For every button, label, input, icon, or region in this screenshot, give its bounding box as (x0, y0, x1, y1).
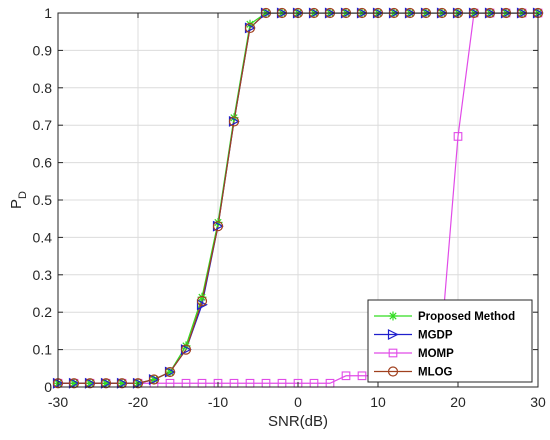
legend-marker (387, 329, 399, 340)
data-point-proposed-method (117, 378, 127, 388)
y-axis-label: PD (8, 191, 29, 209)
y-tick-label: 0.3 (33, 267, 53, 283)
legend-marker (388, 311, 398, 321)
data-point-proposed-method (69, 378, 79, 388)
y-tick-label: 0.5 (33, 192, 53, 208)
y-tick-label: 1 (44, 5, 52, 21)
data-point-mlog (116, 378, 128, 389)
data-point-mlog (212, 221, 224, 232)
data-point-mlog (148, 374, 160, 385)
x-tick-label: -10 (208, 394, 228, 410)
data-point-mlog (180, 344, 192, 355)
data-point-mlog (84, 378, 96, 389)
data-point-mlog (68, 378, 80, 389)
y-tick-label: 0.8 (33, 80, 53, 96)
axis-ticks: -30 -20 -10 0 10 20 30 0 0.1 0.2 0.3 0.4 0.5 0.6 0.7 0.… (33, 5, 546, 410)
data-point-mlog (228, 116, 240, 127)
x-tick-label: 20 (450, 394, 466, 410)
data-point-mlog (244, 22, 256, 34)
y-tick-label: 0.9 (33, 42, 53, 58)
legend-label: MGDP (418, 330, 453, 342)
legend-item: MOMP (374, 348, 454, 360)
legend-label: Proposed Method (418, 311, 515, 323)
legend-item: Proposed Method (374, 311, 515, 323)
data-point-proposed-method (149, 375, 159, 385)
legend-label: MLOG (418, 367, 453, 379)
y-tick-label: 0.7 (33, 117, 53, 133)
data-point-momp (453, 132, 463, 141)
x-tick-label: 0 (294, 394, 302, 410)
data-point-proposed-method (85, 378, 95, 388)
y-tick-label: 0.2 (33, 304, 53, 320)
x-tick-label: -30 (48, 394, 68, 410)
data-point-mgdp (196, 299, 208, 311)
data-point-proposed-method (101, 378, 111, 388)
y-tick-label: 0 (44, 379, 52, 395)
x-axis-label: SNR(dB) (268, 413, 328, 430)
x-tick-label: -20 (128, 394, 148, 410)
legend-marker (388, 348, 398, 358)
data-point-mlog (100, 378, 112, 389)
legend-marker (387, 366, 399, 377)
y-tick-label: 0.4 (33, 229, 53, 245)
y-axis-label-main: P (8, 199, 25, 209)
data-point-momp (357, 371, 367, 381)
legend-item: MGDP (374, 329, 453, 342)
legend-label: MOMP (418, 348, 454, 360)
y-tick-label: 0.1 (33, 342, 53, 358)
legend: Proposed Method MGDP MOMP MLOG (367, 299, 533, 383)
y-axis-label-subscript: D (17, 191, 29, 199)
data-point-mlog (132, 378, 144, 389)
x-tick-label: 10 (370, 394, 386, 410)
x-tick-label: 30 (530, 394, 546, 410)
data-point-proposed-method (165, 367, 175, 377)
svg-text:PD: PD (8, 191, 29, 209)
data-point-mlog (196, 295, 208, 307)
data-point-momp (341, 371, 351, 381)
data-point-mlog (164, 366, 176, 378)
y-tick-label: 0.6 (33, 155, 53, 171)
legend-item: MLOG (374, 366, 453, 379)
